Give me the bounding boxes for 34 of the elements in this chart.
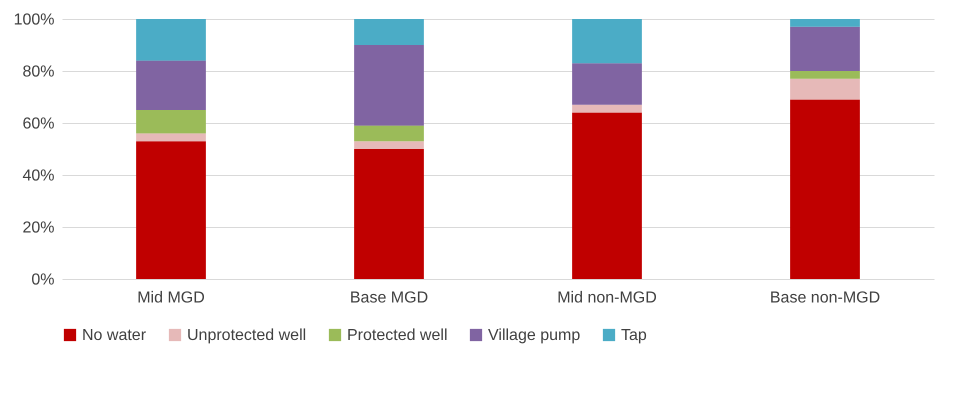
bar (572, 19, 642, 64)
bar (790, 26, 860, 71)
bar (572, 63, 642, 105)
x-tick-label: Base MGD (350, 290, 428, 306)
bar (354, 45, 424, 126)
legend-label: Village pump (488, 327, 580, 344)
y-tick-label: 40% (22, 168, 54, 184)
x-tick-label: Mid non-MGD (557, 290, 657, 306)
x-tick-label: Base non-MGD (770, 290, 880, 306)
legend-label: No water (82, 327, 147, 344)
bar (790, 100, 860, 279)
bar (572, 104, 642, 113)
bar (354, 19, 424, 45)
bar (354, 149, 424, 279)
y-tick-label: 0% (31, 272, 54, 288)
bar (790, 78, 860, 100)
bar (136, 19, 206, 61)
legend-label: Unprotected well (187, 327, 306, 344)
bar (354, 126, 424, 142)
legend-label: Tap (621, 327, 647, 344)
bar (136, 60, 206, 110)
x-tick-label: Mid MGD (137, 290, 205, 306)
bar (136, 133, 206, 142)
y-tick-label: 60% (22, 116, 54, 132)
bar (136, 141, 206, 279)
legend-label: Protected well (347, 327, 448, 344)
y-tick-label: 80% (22, 64, 54, 80)
y-tick-label: 20% (22, 220, 54, 236)
y-tick-label: 100% (14, 12, 54, 28)
bar (790, 71, 860, 79)
bar (572, 112, 642, 279)
bar (354, 141, 424, 149)
bar (790, 19, 860, 27)
bar (136, 110, 206, 134)
